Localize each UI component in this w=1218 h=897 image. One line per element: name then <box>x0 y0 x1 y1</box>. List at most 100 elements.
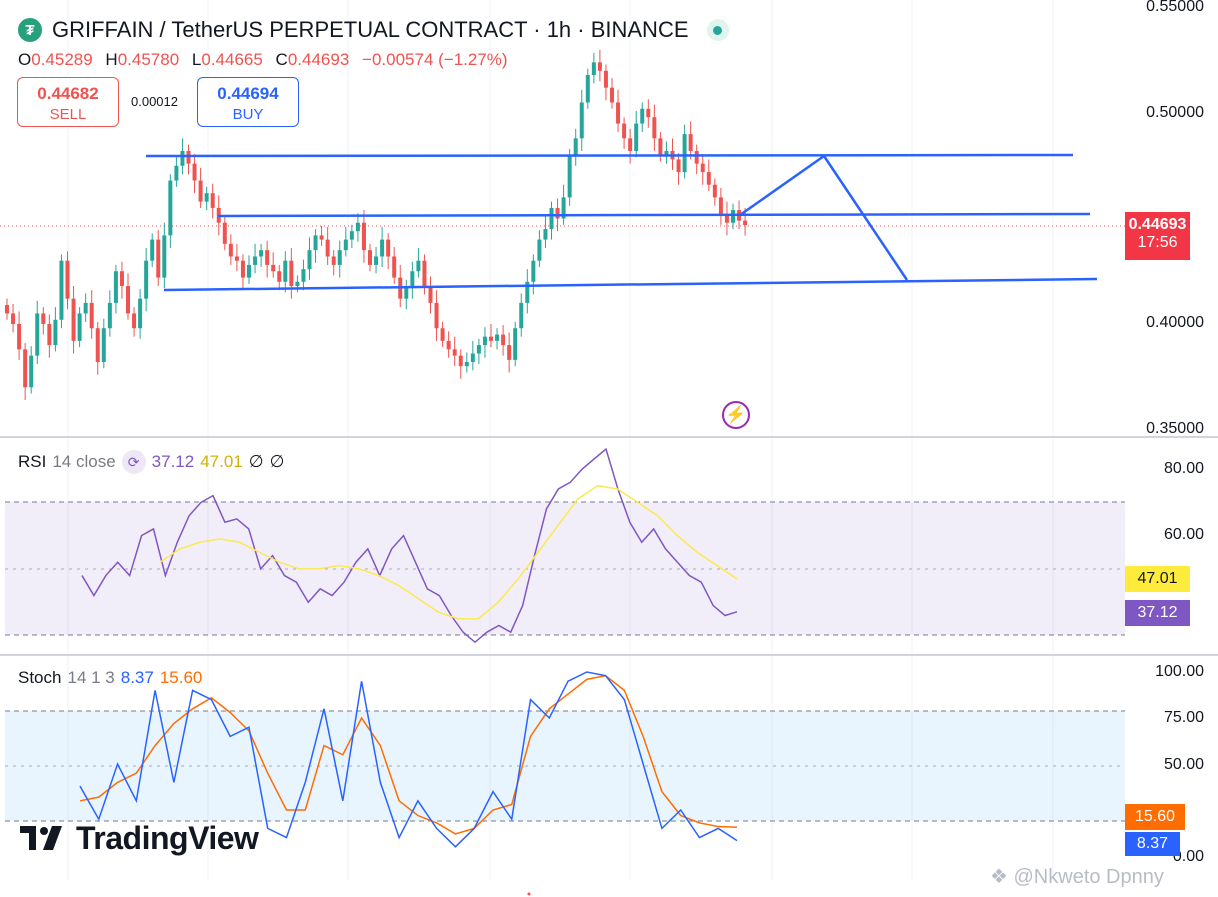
tether-logo-icon: ₮ <box>18 18 42 42</box>
candle-body <box>519 302 524 329</box>
candle-body <box>622 123 627 139</box>
candle-body <box>265 250 270 265</box>
rsi-legend[interactable]: RSI 14 close ⟳ 37.12 47.01 ∅ ∅ <box>18 450 284 474</box>
rsi-params: 14 close <box>52 452 116 471</box>
candle-body <box>198 180 203 202</box>
countdown-value: 17:56 <box>1137 233 1178 251</box>
candle-body <box>71 298 76 341</box>
candle-body <box>119 271 124 287</box>
candle-body <box>428 286 433 303</box>
candle-body <box>628 138 633 151</box>
candle-body <box>174 165 179 181</box>
candle-body <box>452 349 457 356</box>
candle-body <box>101 328 106 362</box>
candle-body <box>724 214 729 223</box>
candle-body <box>180 150 185 166</box>
sell-label: SELL <box>49 106 87 123</box>
candle-body <box>404 286 409 299</box>
tradingview-name: TradingView <box>76 820 259 856</box>
high-value: 0.45780 <box>117 50 180 69</box>
candle-body <box>682 134 687 173</box>
candle-body <box>507 345 512 360</box>
candle-body <box>23 349 28 388</box>
candle-body <box>126 286 130 314</box>
stoch-lines <box>79 671 738 848</box>
candle-body <box>616 102 621 124</box>
trend-line <box>145 153 1074 158</box>
tradingview-logo[interactable]: TradingView <box>20 820 259 857</box>
candle-body <box>374 256 379 265</box>
rsi-axis-label: 80.00 <box>1163 460 1204 477</box>
lightning-icon[interactable]: ⚡ <box>722 401 750 429</box>
stoch-title: Stoch <box>18 668 62 687</box>
candle-body <box>585 75 590 103</box>
buy-button[interactable]: 0.44694 BUY <box>197 77 299 127</box>
candle-body <box>597 62 602 71</box>
trend-line <box>739 154 825 217</box>
low-value: 0.44665 <box>201 50 263 69</box>
candle-body <box>162 235 167 278</box>
stoch-k-line <box>79 671 738 848</box>
candle-body <box>706 172 711 185</box>
candle-body <box>392 256 397 278</box>
candle-body <box>688 134 693 151</box>
candle-body <box>591 62 596 76</box>
rsi-line <box>81 447 738 644</box>
trendlines-layer <box>145 153 1098 292</box>
symbol-header[interactable]: ₮ GRIFFAIN / TetherUS PERPETUAL CONTRACT… <box>18 16 729 44</box>
candle-body <box>5 305 9 314</box>
candle-body <box>234 256 239 261</box>
candle-body <box>555 207 560 219</box>
rsi-extra-2: ∅ <box>269 452 285 471</box>
candle-body <box>132 313 137 329</box>
candle-body <box>253 256 258 265</box>
watermark-text: @Nkweto Dpnny <box>1013 866 1164 888</box>
candle-body <box>537 239 542 261</box>
candle-body <box>700 163 705 173</box>
candle-body <box>289 260 294 287</box>
low-label: L <box>191 50 202 69</box>
candle-body <box>501 334 506 346</box>
candle-body <box>368 250 372 265</box>
candle-body <box>476 345 481 354</box>
candle-body <box>664 150 669 156</box>
candle-body <box>549 207 554 230</box>
symbol-title[interactable]: GRIFFAIN / TetherUS PERPETUAL CONTRACT ·… <box>52 17 689 42</box>
candle-body <box>301 269 306 282</box>
rsi-extra-1: ∅ <box>248 452 264 471</box>
candle-body <box>168 180 173 236</box>
refresh-icon[interactable]: ⟳ <box>121 450 146 474</box>
candle-body <box>561 197 566 219</box>
candle-body <box>658 138 663 156</box>
stoch-d-line <box>79 674 738 835</box>
candle-body <box>35 313 40 356</box>
stoch-axis-label: 100.00 <box>1155 663 1204 680</box>
candle-body <box>386 239 391 257</box>
candle-body <box>410 271 415 287</box>
bottom-marker <box>527 892 531 896</box>
candle-body <box>634 123 639 151</box>
candle-body <box>144 260 149 299</box>
candle-body <box>349 231 354 240</box>
change-value: −0.00574 (−1.27%) <box>362 50 508 69</box>
trend-line <box>163 277 1098 292</box>
rsi-ma-value: 47.01 <box>200 452 243 471</box>
stoch-axis-label: 75.00 <box>1163 709 1204 726</box>
stoch-axis-label: 50.00 <box>1163 756 1204 773</box>
candle-body <box>283 260 288 282</box>
candle-body <box>313 235 318 251</box>
sell-button[interactable]: 0.44682 SELL <box>17 77 119 127</box>
candle-body <box>65 260 70 299</box>
candle-body <box>495 334 500 341</box>
candle-body <box>41 313 46 324</box>
spread-value: 0.00012 <box>131 94 178 109</box>
candle-body <box>440 328 445 341</box>
stoch-legend[interactable]: Stoch 14 1 3 8.37 15.60 <box>18 668 202 688</box>
close-value: 0.44693 <box>287 50 350 69</box>
candle-body <box>361 222 366 251</box>
candle-body <box>640 108 645 124</box>
close-label: C <box>275 50 288 69</box>
stoch-axis-label: 0.00 <box>1172 848 1204 865</box>
candle-body <box>319 235 324 240</box>
